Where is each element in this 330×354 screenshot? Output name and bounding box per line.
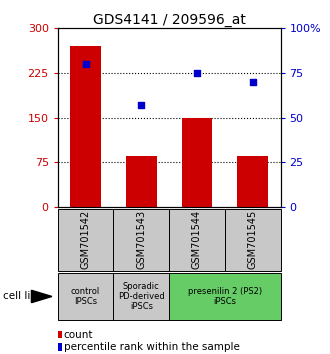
Text: GSM701544: GSM701544	[192, 210, 202, 269]
Point	[250, 79, 255, 85]
Bar	[70, 46, 101, 207]
Text: GSM701542: GSM701542	[81, 210, 91, 269]
Bar	[169, 273, 280, 320]
Text: percentile rank within the sample: percentile rank within the sample	[64, 342, 240, 352]
Bar	[237, 156, 268, 207]
Text: GSM701543: GSM701543	[136, 210, 146, 269]
Text: GSM701545: GSM701545	[248, 210, 258, 269]
Text: cell line: cell line	[3, 291, 44, 302]
Point	[194, 70, 200, 76]
Point	[83, 61, 88, 67]
Point	[139, 102, 144, 108]
Bar	[169, 209, 225, 271]
Bar	[114, 209, 169, 271]
Bar	[58, 209, 114, 271]
Bar	[225, 209, 280, 271]
Polygon shape	[31, 290, 52, 303]
Bar	[182, 118, 212, 207]
Bar	[114, 273, 169, 320]
Text: Sporadic
PD-derived
iPSCs: Sporadic PD-derived iPSCs	[118, 281, 165, 312]
Title: GDS4141 / 209596_at: GDS4141 / 209596_at	[93, 13, 246, 27]
Text: presenilin 2 (PS2)
iPSCs: presenilin 2 (PS2) iPSCs	[188, 287, 262, 306]
Text: control
IPSCs: control IPSCs	[71, 287, 100, 306]
Text: count: count	[64, 330, 93, 339]
Bar	[126, 156, 157, 207]
Bar	[58, 273, 114, 320]
